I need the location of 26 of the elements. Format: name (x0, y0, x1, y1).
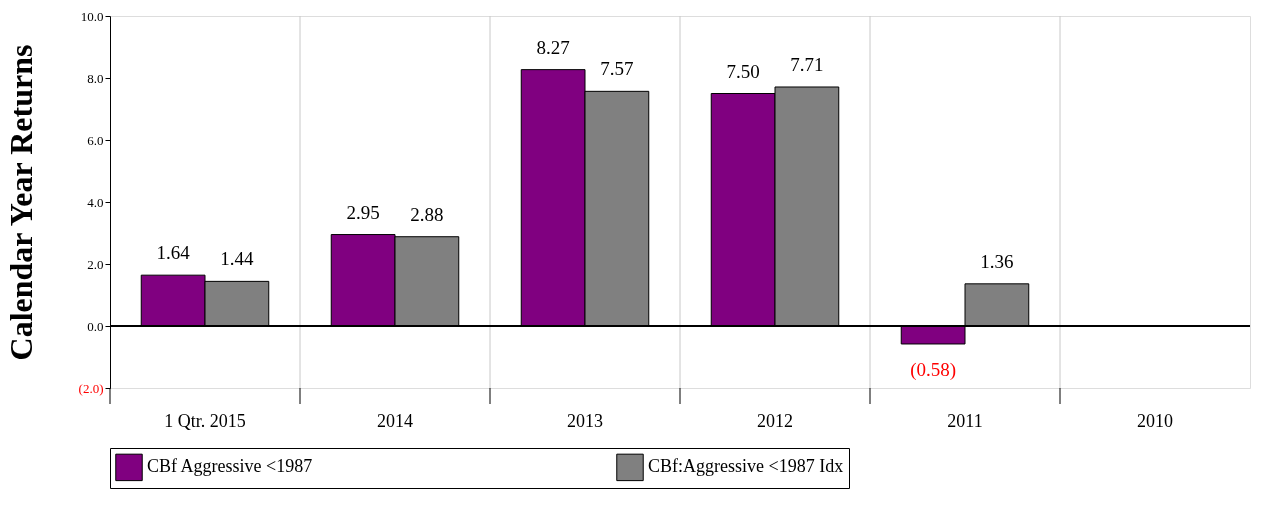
data-label: 7.57 (600, 58, 634, 80)
y-tick-label: 2.0 (87, 256, 104, 272)
y-axis-title: Calendar Year Returns (2, 44, 39, 361)
y-tick-label: 0.0 (87, 318, 104, 334)
y-tick-label: 8.0 (87, 70, 104, 86)
data-label: 1.64 (156, 242, 191, 264)
x-tick-label: 2013 (567, 410, 603, 431)
y-tick-label: 10.0 (80, 8, 104, 24)
legend-label: CBf Aggressive <1987 (147, 456, 313, 477)
data-label: 7.50 (726, 60, 760, 82)
x-tick-label: 2011 (947, 410, 983, 431)
data-label: 2.88 (410, 203, 444, 225)
data-label: 2.95 (346, 201, 380, 223)
data-label: 8.27 (536, 36, 570, 58)
x-tick-label: 2012 (757, 410, 793, 431)
x-tick-label: 1 Qtr. 2015 (164, 410, 246, 431)
data-label: 7.71 (790, 53, 824, 75)
legend-label: CBf:Aggressive <1987 Idx (648, 456, 844, 477)
y-tick-label: 6.0 (87, 132, 104, 148)
data-label: 1.36 (980, 250, 1014, 272)
data-label: 1.44 (220, 248, 254, 270)
x-tick-label: 2010 (1137, 410, 1173, 431)
y-tick-label: (2.0) (78, 380, 104, 396)
x-tick-label: 2014 (377, 410, 413, 431)
y-tick-label: 4.0 (87, 194, 104, 210)
data-label: (0.58) (910, 358, 957, 381)
